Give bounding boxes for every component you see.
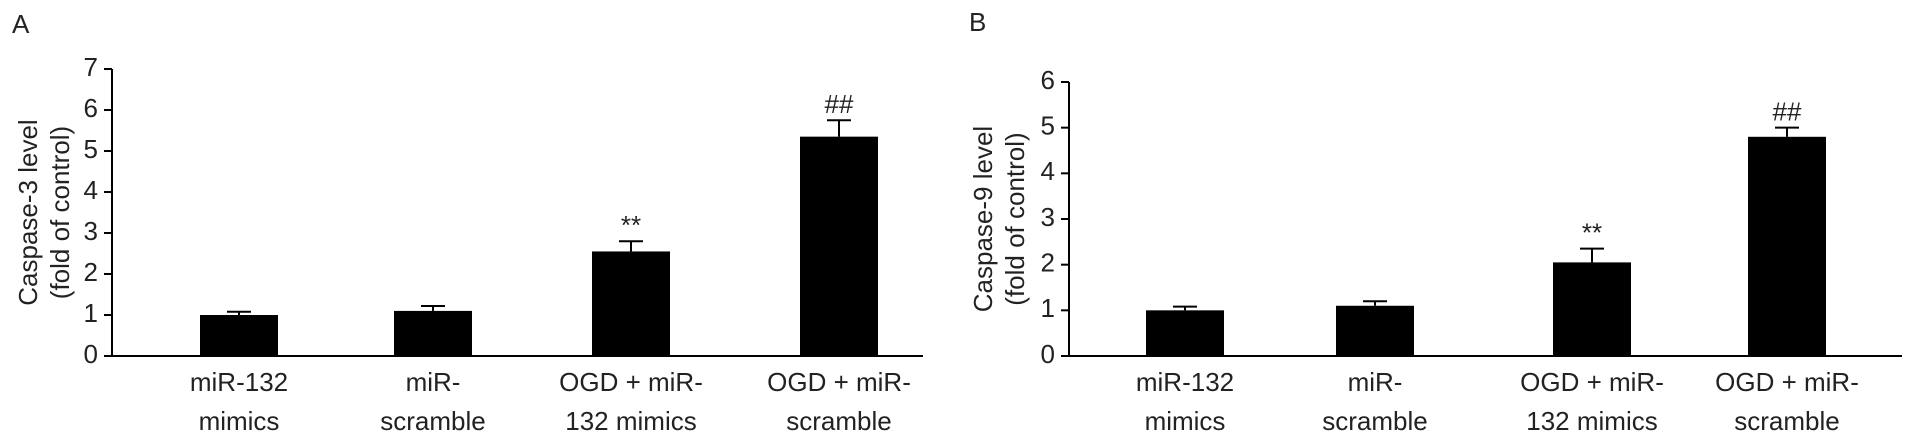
x-tick-label: scramble [786,406,891,436]
y-tick-label: 6 [84,93,98,123]
y-axis-label: Caspase-3 level [13,119,43,305]
bar [394,310,472,356]
significance-label: ** [1582,218,1602,248]
y-tick-label: 5 [1041,111,1055,141]
y-tick-label: 3 [1041,202,1055,232]
y-tick-label: 5 [84,134,98,164]
y-axis-label: (fold of control) [1000,132,1030,305]
x-tick-label: 132 mimics [1526,406,1657,436]
x-tick-label: OGD + miR- [1715,367,1859,397]
y-tick-label: 0 [1041,339,1055,369]
bar [1748,136,1826,356]
x-tick-label: scramble [1322,406,1427,436]
panel-label: B [969,7,986,37]
x-tick-label: OGD + miR- [559,367,703,397]
significance-label: ## [825,89,854,119]
y-tick-label: 1 [1041,293,1055,323]
y-axis-label: (fold of control) [45,126,75,299]
y-tick-label: 0 [84,339,98,369]
y-tick-label: 3 [84,216,98,246]
x-tick-label: miR- [406,367,461,397]
y-tick-label: 2 [84,257,98,287]
y-tick-label: 7 [84,52,98,82]
panel-label: A [12,9,30,39]
x-tick-label: miR-132 [190,367,288,397]
x-tick-label: 132 mimics [565,406,696,436]
y-tick-label: 6 [1041,65,1055,95]
x-tick-label: OGD + miR- [1520,367,1664,397]
bar [1146,310,1224,356]
x-tick-label: miR-132 [1136,367,1234,397]
bar [592,251,670,356]
x-tick-label: mimics [1145,406,1226,436]
y-tick-label: 2 [1041,248,1055,278]
bar [1553,262,1631,356]
bar [800,136,878,356]
x-tick-label: miR- [1348,367,1403,397]
y-tick-label: 4 [1041,156,1055,186]
significance-label: ** [621,210,641,240]
y-tick-label: 4 [84,175,98,205]
x-tick-label: scramble [1734,406,1839,436]
x-tick-label: scramble [380,406,485,436]
x-tick-label: OGD + miR- [767,367,911,397]
y-axis-label: Caspase-9 level [968,126,998,312]
y-tick-label: 1 [84,298,98,328]
bar [200,315,278,356]
x-tick-label: mimics [199,406,280,436]
bar [1336,305,1414,356]
significance-label: ## [1773,97,1802,127]
